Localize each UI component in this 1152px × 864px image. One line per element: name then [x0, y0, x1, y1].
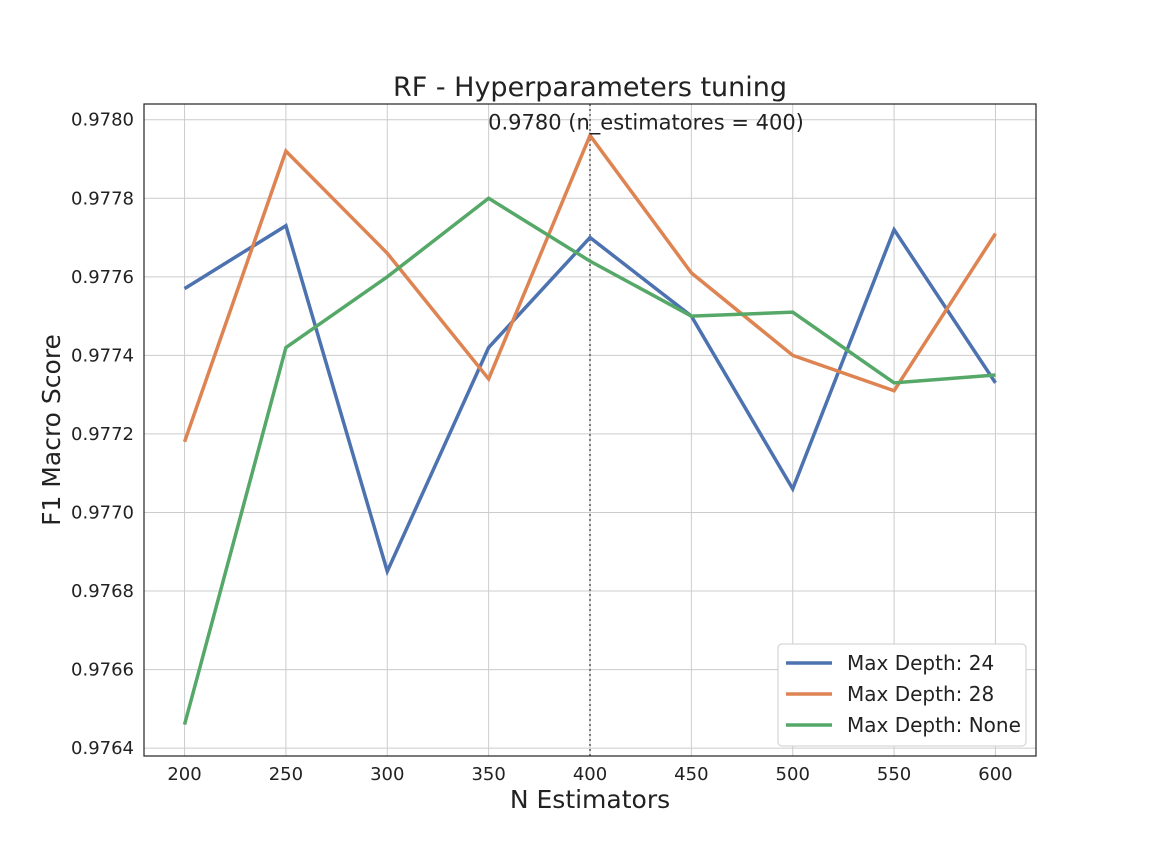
y-tick-label: 0.9768 [71, 581, 134, 602]
y-tick-label: 0.9776 [71, 267, 134, 288]
legend-box [777, 643, 1027, 747]
y-tick-label: 0.9772 [71, 424, 134, 445]
legend-label: Max Depth: 24 [847, 651, 994, 675]
x-tick-label: 550 [877, 764, 911, 785]
y-tick-labels: 0.9764 0.9766 0.9768 0.9770 0.9772 0.9774 0.97… [71, 110, 134, 759]
chart-title: RF - Hyperparameters tuning [393, 72, 787, 103]
legend-items: Max Depth: 24 Max Depth: 28 Max Depth: Non… [786, 651, 1021, 737]
legend-label: Max Depth: None [847, 713, 1021, 737]
plot-frame [143, 103, 1037, 757]
x-tick-label: 450 [674, 764, 708, 785]
x-tick-label: 350 [471, 764, 505, 785]
x-tick-label: 300 [370, 764, 404, 785]
y-tick-label: 0.9774 [71, 345, 134, 366]
x-tick-label: 400 [573, 764, 607, 785]
y-tick-label: 0.9764 [71, 738, 134, 759]
y-tick-label: 0.9778 [71, 188, 134, 209]
x-axis-title: N Estimators [510, 785, 670, 814]
best-score-annotation: 0.9780 (n_estimatores = 400) [488, 111, 804, 136]
series-layer [182, 131, 997, 726]
series-line-3 [182, 196, 996, 726]
y-tick-label: 0.9770 [71, 502, 134, 523]
x-tick-label: 600 [978, 764, 1012, 785]
x-tick-label: 500 [776, 764, 810, 785]
y-tick-label: 0.9780 [71, 110, 134, 131]
series-line-1 [183, 223, 997, 577]
legend: Max Depth: 24 Max Depth: 28 Max Depth: Non… [777, 643, 1027, 747]
y-axis-title: F1 Macro Score [37, 334, 66, 526]
x-tick-labels: 200 250 300 350 400 450 500 550 600 [167, 764, 1012, 785]
y-tick-label: 0.9766 [71, 660, 134, 681]
x-tick-label: 250 [269, 764, 303, 785]
series-line-2 [182, 131, 997, 443]
legend-label: Max Depth: 28 [847, 682, 994, 706]
x-tick-label: 200 [167, 764, 201, 785]
